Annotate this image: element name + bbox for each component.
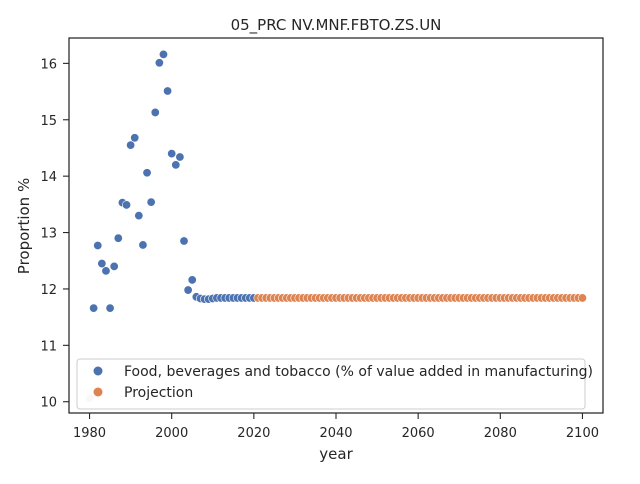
data-point bbox=[187, 275, 197, 285]
data-point bbox=[134, 211, 144, 221]
data-point bbox=[175, 152, 185, 162]
legend-label-projection: Projection bbox=[124, 385, 193, 401]
data-point bbox=[113, 233, 123, 243]
x-tick-label: 2040 bbox=[319, 426, 352, 441]
data-point bbox=[142, 168, 152, 178]
x-axis-label: year bbox=[319, 445, 353, 463]
y-tick-label: 10 bbox=[40, 396, 57, 411]
data-point bbox=[101, 266, 111, 276]
y-tick-label: 11 bbox=[40, 339, 57, 354]
data-point bbox=[183, 285, 193, 295]
chart-title: 05_PRC NV.MNF.FBTO.ZS.UN bbox=[231, 16, 442, 35]
legend-label-main: Food, beverages and tobacco (% of value … bbox=[124, 364, 593, 380]
x-tick-label: 2060 bbox=[402, 426, 435, 441]
y-tick-label: 13 bbox=[40, 227, 57, 242]
data-point bbox=[122, 200, 132, 210]
data-point bbox=[126, 140, 136, 150]
data-point bbox=[179, 236, 189, 246]
data-point bbox=[163, 86, 173, 96]
data-point bbox=[146, 197, 156, 207]
data-point bbox=[158, 49, 168, 59]
x-tick-label: 1980 bbox=[73, 426, 106, 441]
data-point bbox=[130, 133, 140, 143]
y-axis-label: Proportion % bbox=[15, 178, 33, 274]
x-axis: 1980 2000 2020 2040 2060 2080 2100 bbox=[73, 413, 599, 441]
data-point bbox=[93, 241, 103, 251]
legend-box bbox=[76, 358, 586, 410]
x-tick-label: 2100 bbox=[566, 426, 599, 441]
data-point bbox=[97, 259, 107, 269]
y-tick-label: 15 bbox=[40, 114, 57, 129]
series-projection bbox=[253, 293, 587, 303]
data-point bbox=[150, 107, 160, 117]
projection-point bbox=[577, 293, 587, 303]
legend-marker-projection bbox=[93, 387, 103, 397]
chart-legend: Food, beverages and tobacco (% of value … bbox=[76, 358, 593, 410]
y-tick-label: 12 bbox=[40, 283, 57, 298]
data-point bbox=[109, 261, 119, 271]
y-tick-label: 14 bbox=[40, 170, 57, 185]
x-tick-label: 2020 bbox=[237, 426, 270, 441]
series-main bbox=[85, 49, 259, 403]
x-tick-label: 2080 bbox=[484, 426, 517, 441]
data-point bbox=[167, 149, 177, 159]
y-axis: 10 11 12 13 14 15 16 bbox=[40, 57, 69, 411]
data-point bbox=[154, 58, 164, 68]
legend-marker-main bbox=[93, 366, 103, 376]
data-point bbox=[171, 160, 181, 170]
data-point bbox=[138, 240, 148, 250]
data-point bbox=[89, 303, 99, 313]
data-point bbox=[105, 303, 115, 313]
y-tick-label: 16 bbox=[40, 57, 57, 72]
x-tick-label: 2000 bbox=[155, 426, 188, 441]
